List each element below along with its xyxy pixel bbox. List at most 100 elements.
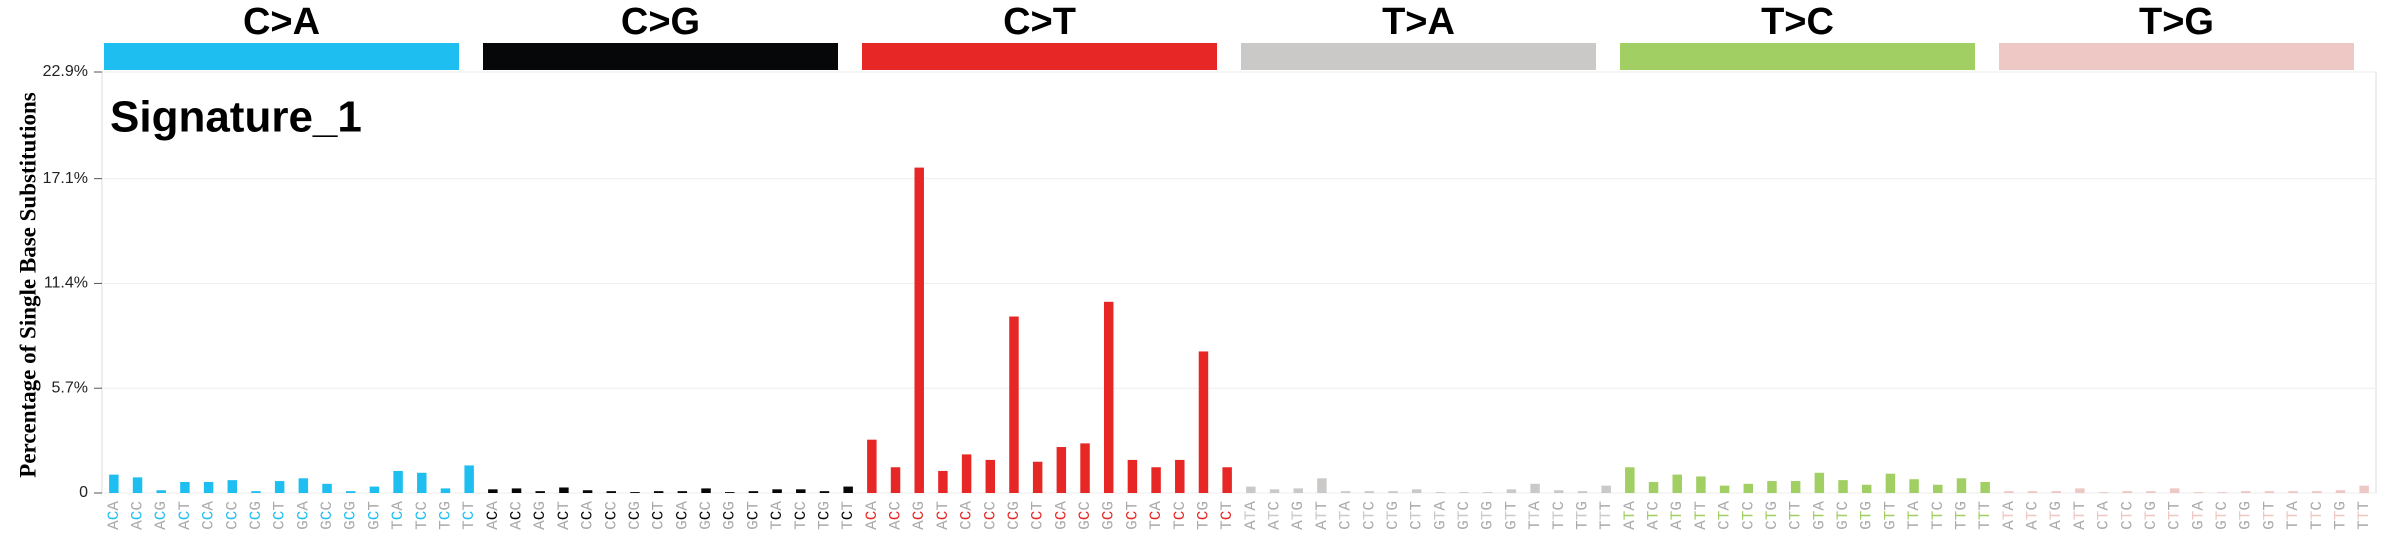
- bar: [606, 491, 617, 493]
- x-tick-label: CCT: [650, 501, 668, 530]
- bar: [535, 491, 545, 493]
- x-tick-label: GCC: [1076, 501, 1094, 530]
- y-axis-label: Percentage of Single Base Substitutions: [15, 92, 40, 478]
- x-tick-label: CCC: [224, 501, 242, 530]
- x-tick-label: CTA: [2095, 501, 2113, 530]
- x-tick-label: GTT: [1882, 501, 1900, 530]
- bar: [1388, 491, 1398, 493]
- bar: [1175, 459, 1185, 493]
- bar: [2312, 491, 2322, 493]
- bar: [1980, 481, 1990, 493]
- x-tick-label: TCT: [839, 501, 857, 530]
- bar: [2240, 491, 2251, 493]
- x-tick-label: TTA: [1905, 501, 1923, 530]
- x-tick-label: TCT: [1218, 501, 1236, 530]
- x-tick-label: ACG: [910, 501, 928, 530]
- group-bar: [862, 43, 1217, 70]
- x-tick-label: TCC: [413, 501, 431, 530]
- bar: [1411, 489, 1422, 493]
- bar: [1198, 351, 1209, 493]
- bar: [1151, 467, 1161, 493]
- x-tick-label: CTG: [2142, 501, 2160, 530]
- group-label: C>T: [1003, 1, 1076, 43]
- bar: [2288, 491, 2298, 493]
- bar: [582, 490, 593, 493]
- x-tick-label: ATC: [1645, 501, 1663, 530]
- x-tick-label: GTG: [1858, 501, 1876, 530]
- x-tick-label: CCC: [982, 501, 1000, 530]
- x-tick-label: CCT: [1029, 501, 1047, 530]
- x-tick-label: TTC: [1550, 501, 1568, 530]
- x-tick-label: ATG: [2047, 501, 2065, 530]
- x-tick-label: TCT: [460, 501, 478, 530]
- bar: [464, 465, 474, 493]
- group-bar: [1620, 43, 1975, 70]
- bar: [2169, 488, 2180, 493]
- x-tick-label: GTA: [1432, 501, 1450, 530]
- x-tick-label: CCG: [247, 501, 265, 530]
- bar: [914, 167, 924, 493]
- x-tick-label: CCA: [579, 501, 597, 530]
- bar: [369, 486, 380, 493]
- x-tick-label: CCT: [271, 501, 289, 530]
- group-bar: [1999, 43, 2354, 70]
- bar: [440, 488, 451, 493]
- y-tick-label: 22.9%: [43, 63, 88, 80]
- x-tick-label: CTG: [1384, 501, 1402, 530]
- bar: [511, 488, 522, 493]
- bar: [1459, 492, 1469, 493]
- x-tick-label: TCC: [792, 501, 810, 530]
- bar: [132, 477, 143, 493]
- x-tick-label: GTC: [1455, 501, 1473, 530]
- bar: [180, 481, 190, 493]
- bar: [2264, 491, 2275, 493]
- x-tick-label: ACA: [863, 501, 881, 530]
- bar: [653, 491, 664, 493]
- bar: [2335, 490, 2346, 493]
- bar: [1790, 481, 1801, 493]
- x-tick-label: TTT: [1597, 501, 1615, 530]
- bar: [1743, 483, 1754, 493]
- x-tick-label: CTT: [1408, 501, 1426, 530]
- x-tick-label: TTC: [2308, 501, 2326, 530]
- bar: [1861, 484, 1872, 493]
- x-tick-label: CTA: [1716, 501, 1734, 530]
- group-bar: [483, 43, 838, 70]
- x-tick-label: GTA: [2190, 501, 2208, 530]
- bar: [1530, 483, 1540, 493]
- bar: [701, 488, 711, 493]
- x-tick-label: CTC: [1361, 501, 1379, 530]
- x-tick-label: GTC: [1834, 501, 1852, 530]
- x-tick-label: ATT: [1692, 501, 1710, 530]
- bar: [772, 489, 782, 493]
- bar: [1246, 486, 1256, 493]
- bar: [227, 480, 238, 493]
- bar: [1032, 461, 1043, 493]
- bar: [2075, 488, 2085, 493]
- bar: [1435, 492, 1446, 493]
- x-tick-label: TTT: [1976, 501, 1994, 530]
- x-tick-label: ATA: [1242, 501, 1260, 530]
- x-tick-label: ATG: [1289, 501, 1307, 530]
- bar: [630, 492, 640, 493]
- x-tick-label: GTT: [2261, 501, 2279, 530]
- bar: [1103, 301, 1114, 493]
- bar: [1293, 488, 1303, 493]
- bar: [2146, 491, 2156, 493]
- x-tick-label: GCG: [721, 501, 739, 530]
- bar: [1814, 472, 1825, 493]
- bar: [1885, 473, 1896, 493]
- x-tick-label: ACG: [152, 501, 170, 530]
- bar: [1056, 447, 1067, 493]
- group-label: T>C: [1761, 1, 1834, 43]
- bar: [2004, 491, 2014, 493]
- bar: [1909, 479, 1919, 493]
- x-tick-label: TCA: [1147, 501, 1165, 530]
- x-tick-label: GCA: [295, 501, 313, 530]
- x-tick-label: ACT: [555, 501, 573, 530]
- x-tick-label: CTC: [1740, 501, 1758, 530]
- x-tick-label: GTG: [2237, 501, 2255, 530]
- bar: [890, 467, 901, 493]
- y-tick-label: 11.4%: [44, 275, 88, 292]
- bar: [251, 491, 261, 493]
